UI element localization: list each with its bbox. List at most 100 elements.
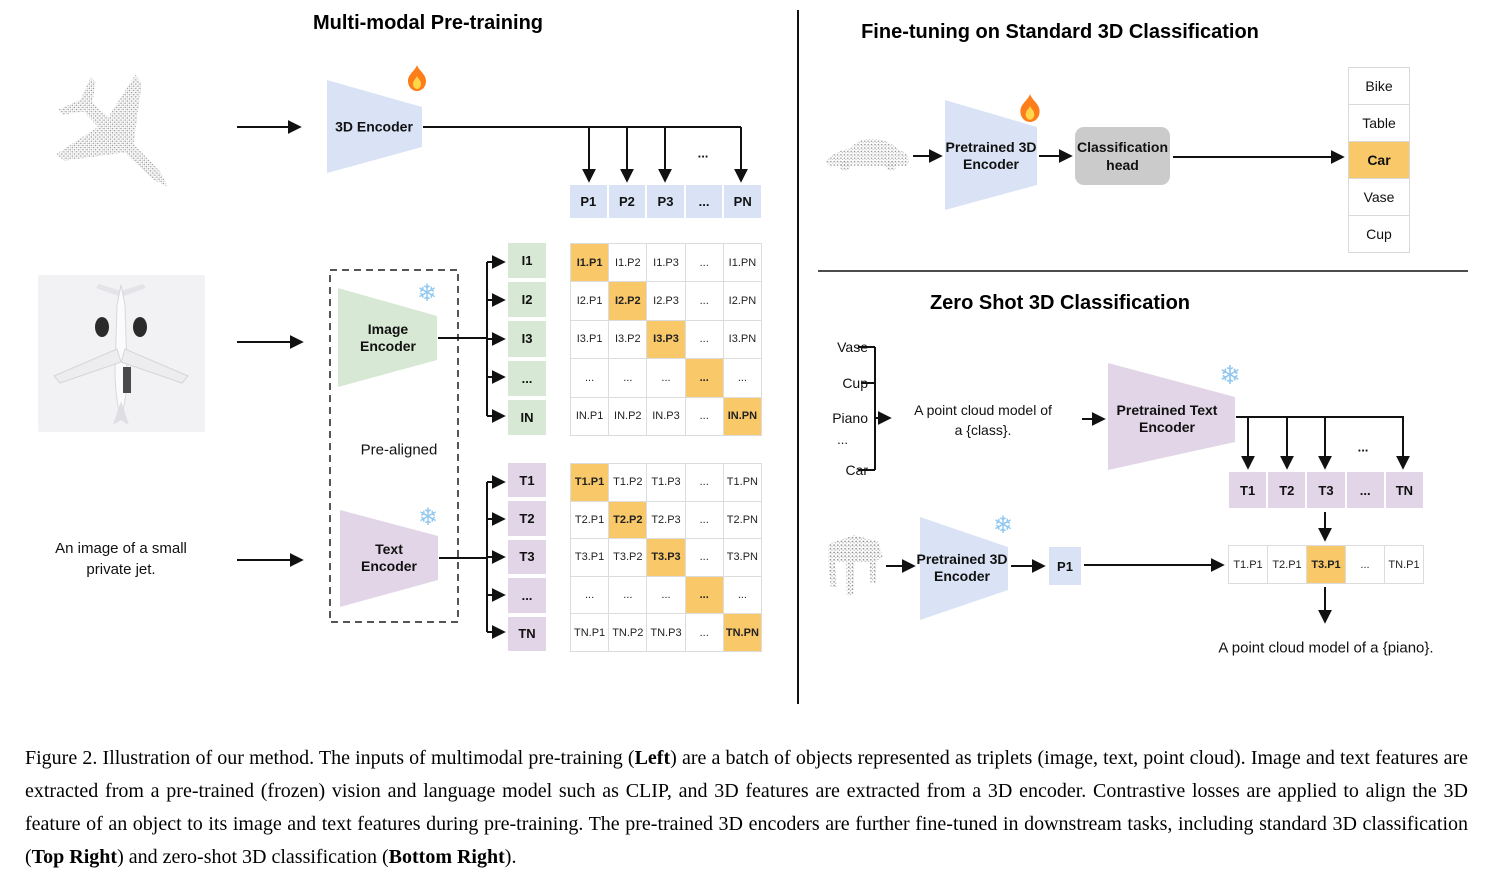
similarity-cell: T2.P1 bbox=[1268, 546, 1307, 584]
left-panel-title: Multi-modal Pre-training bbox=[313, 12, 543, 34]
matrix-cell: TN.PN bbox=[723, 614, 762, 652]
matrix-cell: I2.P3 bbox=[647, 282, 686, 321]
pre-aligned-dashed-box bbox=[329, 269, 459, 623]
matrix-cell: ... bbox=[685, 464, 724, 502]
left-panel-arrows bbox=[237, 120, 748, 639]
matrix-cell: I2.PN bbox=[723, 282, 762, 321]
t-cell: T2 bbox=[1268, 472, 1306, 508]
ellipsis-label: ... bbox=[1357, 439, 1369, 455]
similarity-cell: T1.P1 bbox=[1229, 546, 1268, 584]
image-point-similarity-matrix: I1.P1 I1.P2 I1.P3 ... I1.PN I2.P1 I2.P2 … bbox=[570, 243, 762, 436]
pretrained-3d-encoder-label-line1: Pretrained 3D bbox=[945, 139, 1037, 155]
matrix-cell: I3.PN bbox=[723, 320, 762, 360]
airplane-photo-drawing bbox=[53, 284, 189, 425]
matrix-cell: T1.P3 bbox=[647, 464, 686, 502]
airplane-point-cloud bbox=[55, 74, 168, 187]
matrix-cell: ... bbox=[685, 397, 724, 436]
i-cell: I2 bbox=[508, 282, 546, 318]
text-input-line2: private jet. bbox=[86, 561, 156, 578]
matrix-cell: ... bbox=[685, 501, 724, 540]
matrix-cell: I1.P3 bbox=[647, 244, 686, 283]
class-item-highlighted: Car bbox=[1349, 141, 1409, 178]
zeroshot-class-vase: Vase bbox=[837, 339, 868, 355]
p-cell: P1 bbox=[570, 185, 607, 218]
snowflake-icon: ❄ bbox=[416, 280, 438, 307]
matrix-cell: I2.P1 bbox=[571, 282, 610, 321]
matrix-cell: T2.P1 bbox=[571, 501, 610, 540]
similarity-cell: TN.P1 bbox=[1385, 546, 1424, 584]
matrix-cell: T2.PN bbox=[723, 501, 762, 540]
diagram-overlay bbox=[55, 10, 1468, 704]
image-encoder-shape bbox=[338, 288, 437, 387]
classification-head-line1: Classification bbox=[1076, 139, 1169, 155]
image-encoder-label-line2: Encoder bbox=[359, 338, 417, 354]
matrix-cell: IN.P2 bbox=[609, 397, 648, 436]
matrix-cell: IN.P1 bbox=[571, 397, 610, 436]
p1-embedding-box: P1 bbox=[1049, 547, 1081, 585]
top-right-title: Fine-tuning on Standard 3D Classificatio… bbox=[861, 21, 1259, 43]
matrix-cell: T3.P2 bbox=[609, 539, 648, 577]
matrix-cell: ... bbox=[647, 359, 686, 398]
classification-head-line2: head bbox=[1106, 157, 1139, 173]
prompt-line2: a {class}. bbox=[954, 422, 1012, 438]
zeroshot-3d-encoder-label-line2: Encoder bbox=[933, 568, 991, 584]
top-right-arrows bbox=[913, 149, 1345, 164]
matrix-cell: T3.P1 bbox=[571, 539, 610, 577]
image-feature-labels: I1 I2 I3 ... IN bbox=[508, 243, 546, 435]
bottom-right-arrows bbox=[858, 346, 1410, 624]
t-cell: T1 bbox=[508, 463, 546, 498]
caption-bold-left: Left bbox=[634, 747, 671, 769]
matrix-cell: TN.P1 bbox=[571, 614, 610, 652]
pretrained-text-encoder-label-line2: Encoder bbox=[1138, 419, 1196, 435]
pretrained-text-encoder-label-line1: Pretrained Text bbox=[1116, 402, 1218, 418]
airplane-photo bbox=[38, 275, 205, 432]
caption-bold-top-right: Top Right bbox=[31, 846, 118, 868]
matrix-cell: ... bbox=[609, 576, 648, 615]
matrix-cell: I1.P2 bbox=[609, 244, 648, 283]
zeroshot-result-text: A point cloud model of a {piano}. bbox=[1218, 639, 1434, 657]
similarity-cell: ... bbox=[1346, 546, 1385, 584]
matrix-cell: I1.P1 bbox=[571, 244, 610, 283]
snowflake-icon: ❄ bbox=[992, 512, 1014, 539]
t-cell: T3 bbox=[1307, 472, 1345, 508]
matrix-cell: T1.P1 bbox=[571, 464, 610, 502]
similarity-row: T1.P1 T2.P1 T3.P1 ... TN.P1 bbox=[1228, 545, 1424, 584]
snowflake-icon: ❄ bbox=[1219, 360, 1241, 390]
text-input-line1: An image of a small bbox=[55, 540, 187, 557]
text-embedding-row: T1 T2 T3 ... TN bbox=[1229, 472, 1423, 508]
t-cell: ... bbox=[508, 578, 546, 613]
matrix-cell: T3.PN bbox=[723, 539, 762, 577]
matrix-cell: ... bbox=[609, 359, 648, 398]
image-encoder-label-line1: Image bbox=[367, 321, 409, 337]
prompt-line1: A point cloud model of bbox=[914, 402, 1052, 418]
i-cell: I3 bbox=[508, 321, 546, 357]
3d-encoder-label: 3D Encoder bbox=[335, 118, 413, 135]
text-point-similarity-matrix: T1.P1 T1.P2 T1.P3 ... T1.PN T2.P1 T2.P2 … bbox=[570, 463, 762, 652]
p-cell: P3 bbox=[647, 185, 684, 218]
t-cell: T3 bbox=[508, 539, 546, 575]
matrix-cell: ... bbox=[723, 576, 762, 615]
caption-bold-bottom-right: Bottom Right bbox=[388, 846, 505, 868]
class-list: Bike Table Car Vase Cup bbox=[1348, 67, 1410, 253]
pretrained-3d-encoder-shape bbox=[945, 100, 1037, 210]
similarity-cell-highlighted: T3.P1 bbox=[1307, 546, 1346, 584]
text-encoder-label-line2: Encoder bbox=[360, 558, 418, 574]
matrix-cell: ... bbox=[685, 244, 724, 283]
text-encoder-label-line1: Text bbox=[375, 541, 403, 557]
zeroshot-class-ellipsis: ... bbox=[837, 432, 848, 447]
matrix-cell: ... bbox=[571, 359, 610, 398]
matrix-cell: I3.P1 bbox=[571, 320, 610, 360]
matrix-cell: TN.P3 bbox=[647, 614, 686, 652]
t-cell: T2 bbox=[508, 501, 546, 536]
t-cell: TN bbox=[1385, 472, 1423, 508]
matrix-cell: I3.P3 bbox=[647, 320, 686, 360]
zeroshot-3d-encoder-shape bbox=[920, 517, 1008, 620]
matrix-cell: ... bbox=[571, 576, 610, 615]
i-cell: IN bbox=[508, 399, 546, 435]
i-cell: I1 bbox=[508, 243, 546, 279]
caption-text: ) are a batch of objects represented as … bbox=[25, 747, 1468, 868]
matrix-cell: I2.P2 bbox=[609, 282, 648, 321]
zeroshot-class-cup: Cup bbox=[842, 375, 868, 391]
caption-text: Figure 2. Illustration of our method. Th… bbox=[25, 747, 635, 769]
